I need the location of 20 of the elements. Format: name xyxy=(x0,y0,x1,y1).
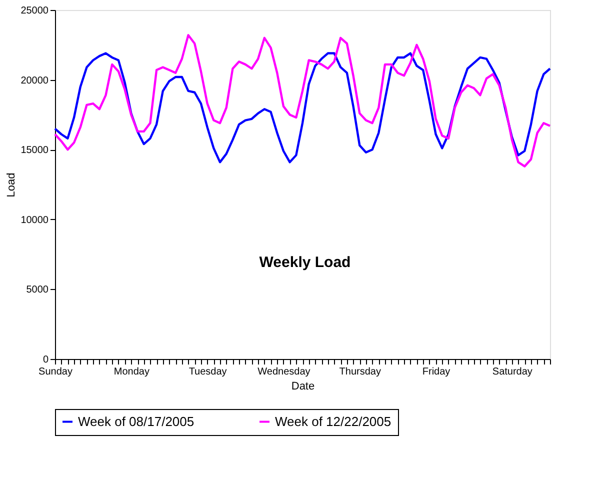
text: Weekly Load xyxy=(259,254,351,271)
x-tick-label: Saturday xyxy=(492,366,532,378)
x-tick-label: Tuesday xyxy=(188,366,227,378)
line-series xyxy=(54,34,552,168)
legend-label: Week of 12/22/2005 xyxy=(275,414,392,429)
y-tick-label: 25000 xyxy=(20,6,49,16)
y-tick-label: 0 xyxy=(42,354,49,366)
y-tick-label: 15000 xyxy=(20,145,49,156)
x-axis-title: Date xyxy=(291,380,315,392)
x-tick-label: Thursday xyxy=(339,366,381,378)
x-tick-label: Friday xyxy=(422,366,450,378)
x-tick-label: Monday xyxy=(114,366,150,378)
y-tick-label: 5000 xyxy=(26,284,49,296)
legend-label: Week of 08/17/2005 xyxy=(78,414,194,429)
y-tick-label: 20000 xyxy=(20,75,49,86)
x-tick-label: Wednesday xyxy=(258,366,310,378)
x-tick-label: Sunday xyxy=(38,366,72,378)
y-axis-title: Load xyxy=(6,172,18,198)
y-tick-label: 10000 xyxy=(20,214,49,226)
line-series xyxy=(54,52,552,164)
